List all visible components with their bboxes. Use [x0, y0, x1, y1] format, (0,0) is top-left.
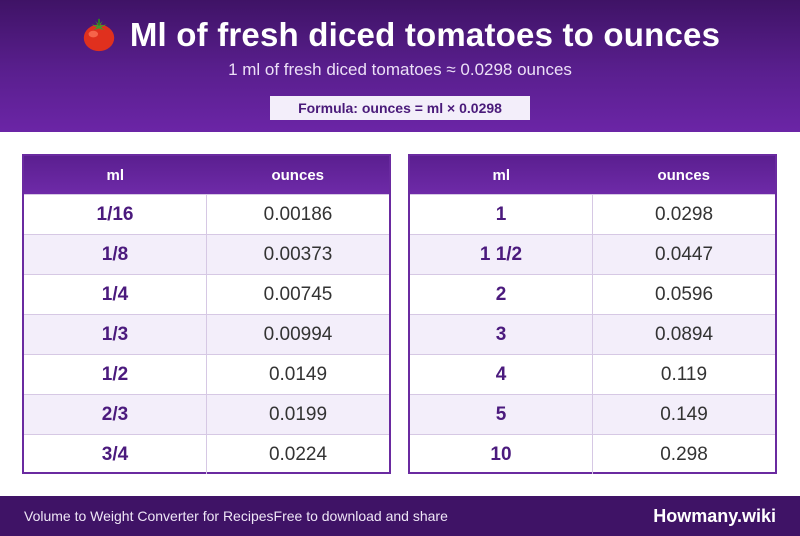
ml-cell: 1	[410, 195, 593, 234]
subtitle: 1 ml of fresh diced tomatoes ≈ 0.0298 ou…	[228, 60, 572, 79]
column-header-ml: ml	[492, 166, 510, 184]
ounces-cell: 0.00745	[263, 283, 333, 305]
page-title: Ml of fresh diced tomatoes to ounces	[0, 14, 800, 56]
table-row: 5 0.149	[410, 394, 775, 434]
ml-cell: 2	[410, 275, 593, 314]
table-row: 2 0.0596	[410, 274, 775, 314]
ounces-cell: 0.0224	[268, 443, 328, 465]
conversion-table-left: ml ounces 1/16 0.00186 1/8 0.00373 1/4 0…	[22, 154, 391, 474]
table-row: 3/4 0.0224	[24, 434, 389, 474]
tomato-icon	[80, 16, 118, 54]
conversion-table-right: ml ounces 1 0.0298 1 1/2 0.0447 2 0.0596…	[408, 154, 777, 474]
ml-cell: 10	[410, 435, 593, 474]
ml-cell: 5	[410, 395, 593, 434]
table-header: ml ounces	[24, 156, 389, 194]
ounces-cell: 0.298	[660, 443, 708, 465]
table-row: 1/8 0.00373	[24, 234, 389, 274]
ml-cell: 3/4	[24, 435, 207, 474]
table-row: 3 0.0894	[410, 314, 775, 354]
ml-cell: 4	[410, 355, 593, 394]
ounces-cell: 0.00994	[263, 323, 333, 345]
ounces-cell: 0.00373	[263, 243, 333, 265]
table-row: 4 0.119	[410, 354, 775, 394]
ounces-cell: 0.0149	[268, 363, 328, 385]
footer-text: Volume to Weight Converter for RecipesFr…	[24, 508, 448, 524]
ml-cell: 1/3	[24, 315, 207, 354]
column-header-ml: ml	[106, 166, 124, 184]
title-text: Ml of fresh diced tomatoes to ounces	[129, 16, 721, 53]
ounces-cell: 0.0199	[268, 403, 328, 425]
table-row: 1/16 0.00186	[24, 194, 389, 234]
table-row: 1 0.0298	[410, 194, 775, 234]
formula-badge: Formula: ounces = ml × 0.0298	[270, 96, 530, 120]
ounces-cell: 0.0298	[654, 203, 714, 225]
column-header-ounces: ounces	[657, 166, 710, 184]
table-row: 2/3 0.0199	[24, 394, 389, 434]
ml-cell: 3	[410, 315, 593, 354]
footer-bar: Volume to Weight Converter for RecipesFr…	[0, 496, 800, 536]
table-row: 1/2 0.0149	[24, 354, 389, 394]
ounces-cell: 0.149	[660, 403, 708, 425]
ml-cell: 1 1/2	[410, 235, 593, 274]
table-row: 1 1/2 0.0447	[410, 234, 775, 274]
ounces-cell: 0.0447	[654, 243, 714, 265]
table-row: 1/4 0.00745	[24, 274, 389, 314]
ml-cell: 1/2	[24, 355, 207, 394]
ounces-cell: 0.0894	[654, 323, 714, 345]
header-banner: Ml of fresh diced tomatoes to ounces 1 m…	[0, 0, 800, 132]
ml-cell: 1/4	[24, 275, 207, 314]
ml-cell: 2/3	[24, 395, 207, 434]
table-row: 10 0.298	[410, 434, 775, 474]
ml-cell: 1/16	[24, 195, 207, 234]
ounces-cell: 0.00186	[263, 203, 333, 225]
table-row: 1/3 0.00994	[24, 314, 389, 354]
column-header-ounces: ounces	[271, 166, 324, 184]
brand-link[interactable]: Howmany.wiki	[653, 505, 776, 526]
ounces-cell: 0.0596	[654, 283, 714, 305]
table-header: ml ounces	[410, 156, 775, 194]
ml-cell: 1/8	[24, 235, 207, 274]
ounces-cell: 0.119	[660, 363, 708, 385]
